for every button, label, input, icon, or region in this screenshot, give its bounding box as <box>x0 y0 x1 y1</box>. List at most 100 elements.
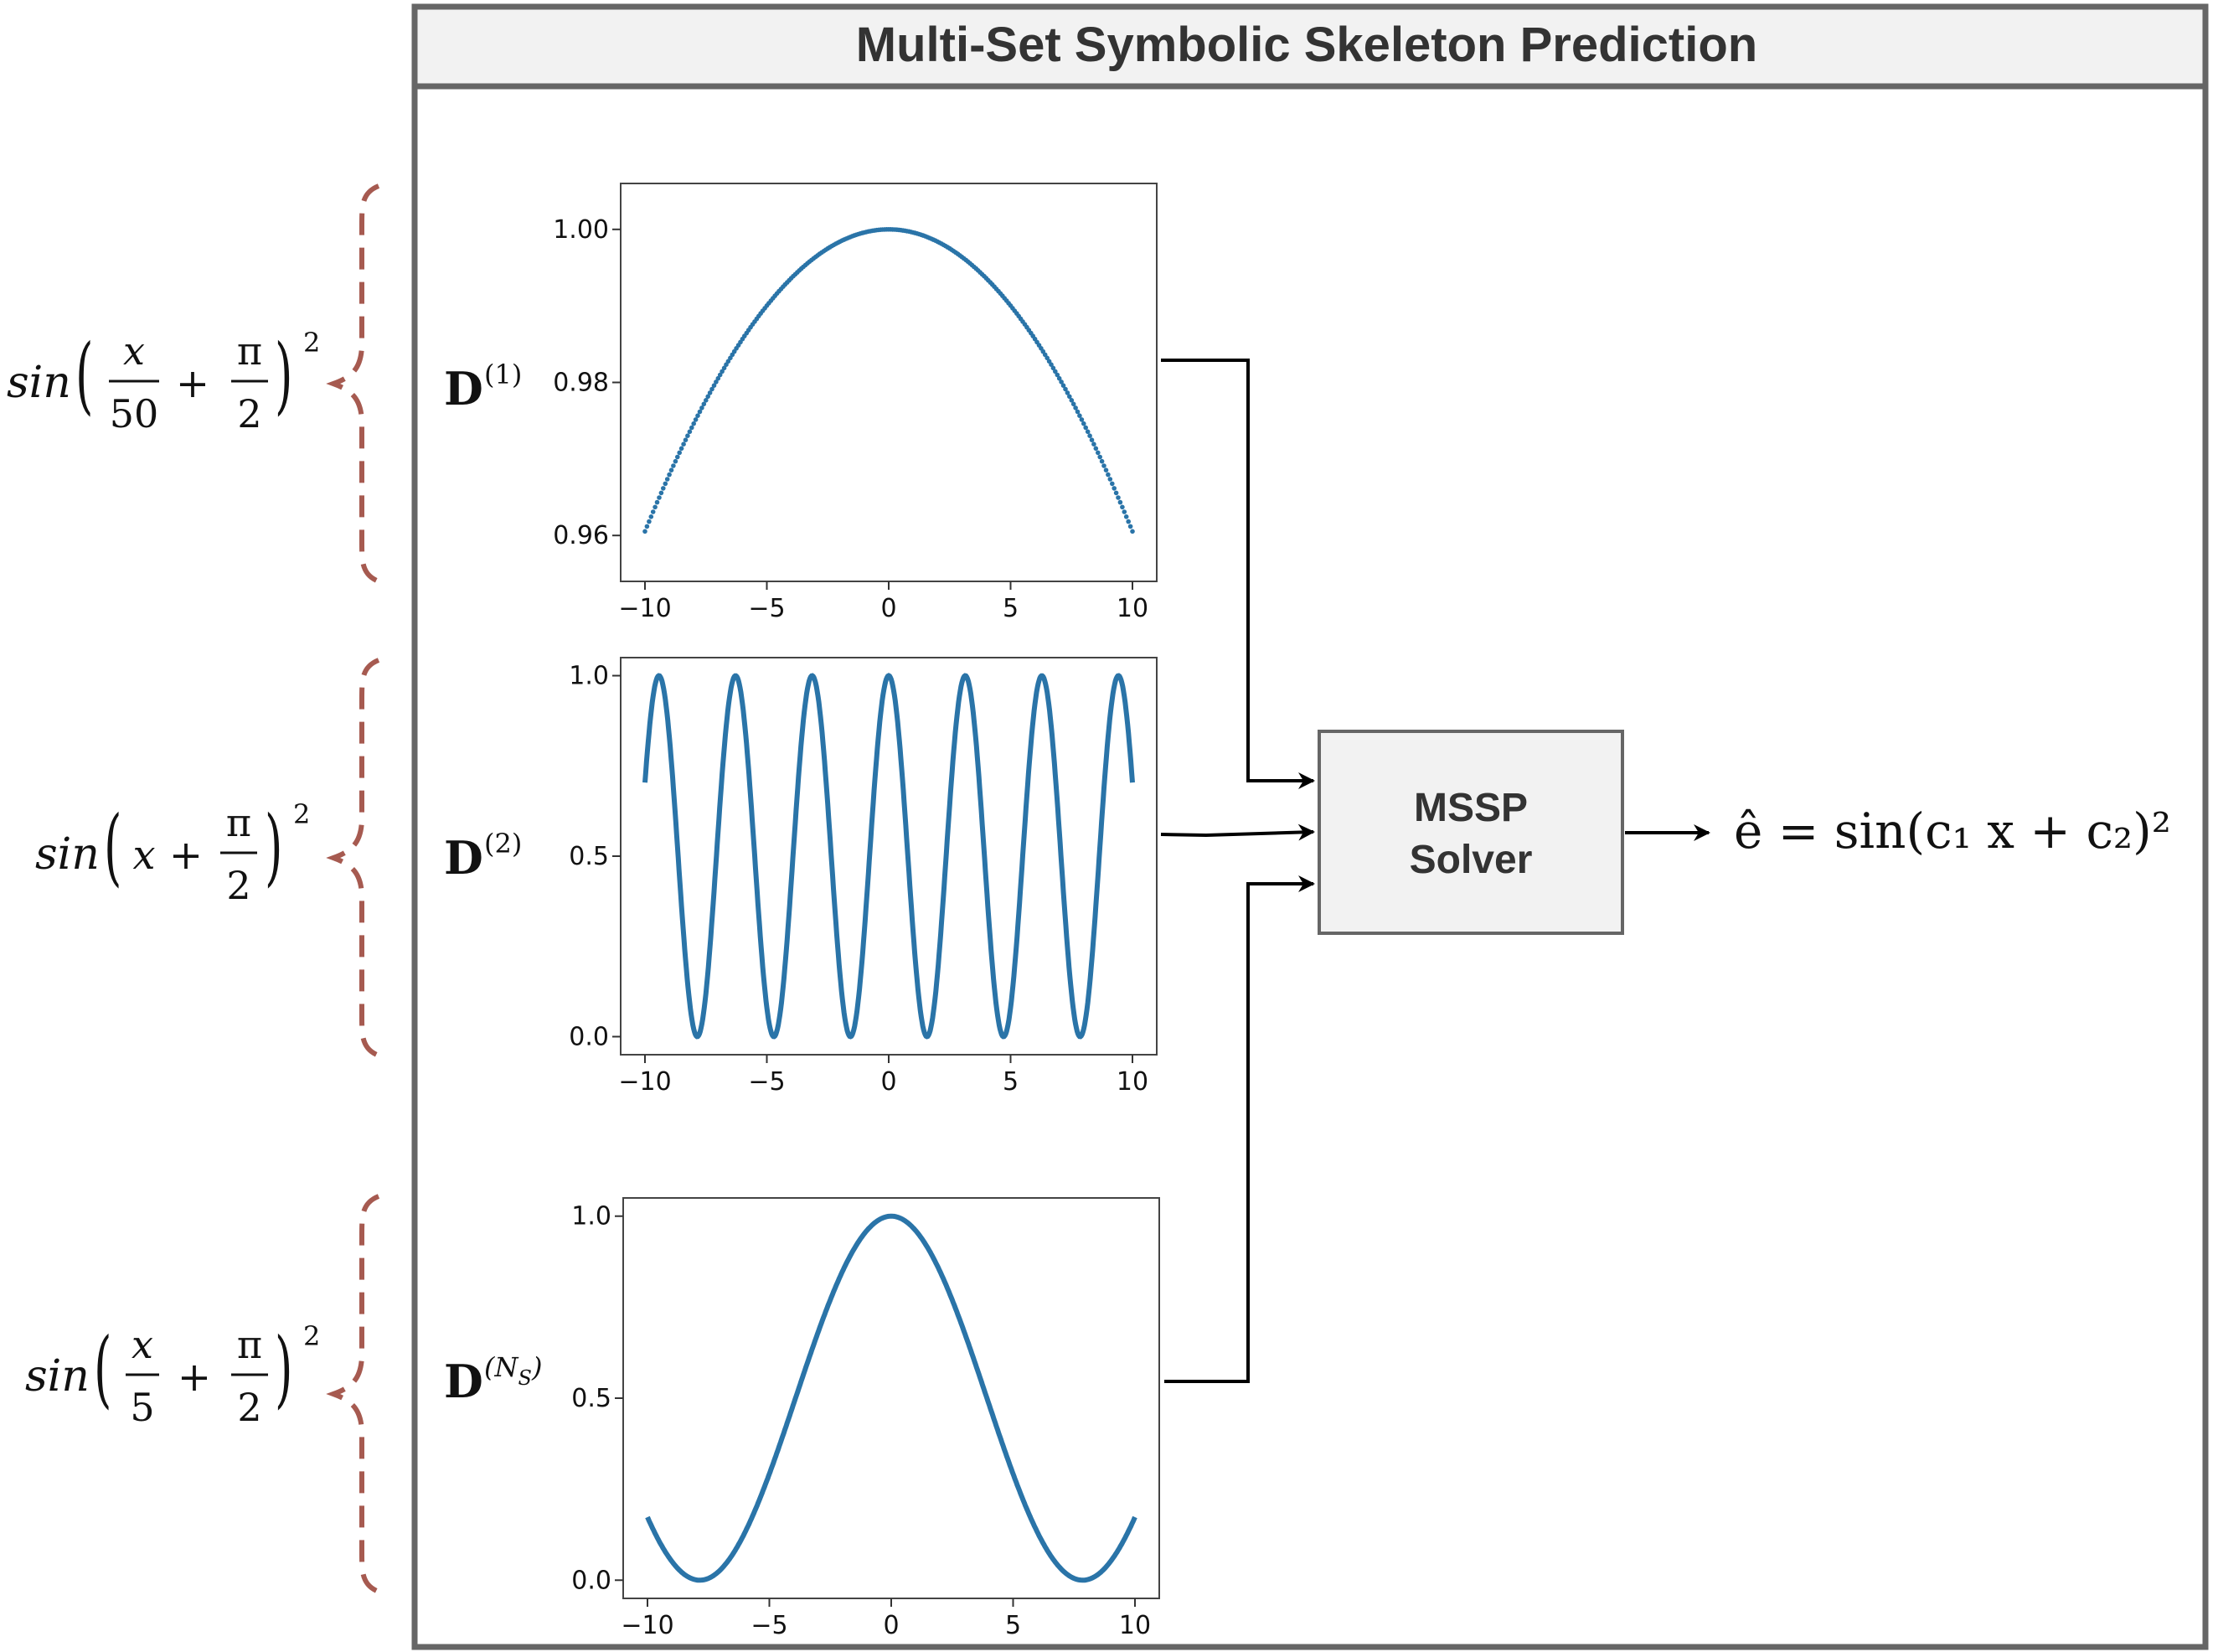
brace-1 <box>326 183 380 584</box>
output-equation: ê = sin(c₁ x + c₂)² <box>1734 803 2171 860</box>
x-tick-label: −5 <box>751 1611 787 1640</box>
x-tick-label: 10 <box>1119 1611 1151 1640</box>
data-point <box>1073 405 1078 410</box>
plot-3-curve <box>645 1213 1137 1583</box>
solver-label-line2: Solver <box>1410 838 1533 882</box>
data-point <box>1059 379 1064 385</box>
data-point <box>1120 504 1125 510</box>
data-point <box>661 486 666 491</box>
solver-rect <box>1318 730 1624 935</box>
y-tick-label: 1.0 <box>569 662 609 691</box>
eq2-power: 2 <box>293 798 310 830</box>
x-tick-label: 0 <box>880 1067 896 1097</box>
y-tick-label: 0.5 <box>569 842 609 871</box>
eq3-num: x <box>132 1322 153 1367</box>
data-point <box>1130 529 1135 534</box>
data-point <box>1097 454 1102 460</box>
data-point <box>693 417 699 422</box>
equation-2: sin ( x + π 2 ) 2 <box>35 798 310 908</box>
plot-3-ticks: −10 −5 0 5 10 1.0 0.5 0.0 <box>571 1202 1151 1640</box>
eq1-lparen: ( <box>75 327 93 424</box>
brace-2 <box>326 658 380 1058</box>
data-point <box>699 405 704 410</box>
mssp-solver-box: MSSP Solver <box>1318 730 1624 935</box>
eq3-plus: + <box>178 1354 211 1401</box>
data-point <box>657 495 662 500</box>
data-point <box>685 433 690 438</box>
x-tick-label: 5 <box>1005 1611 1021 1640</box>
data-point <box>667 472 672 478</box>
solver-label-line1: MSSP <box>1414 786 1528 830</box>
eq1-pi: π <box>237 328 262 374</box>
data-point <box>1112 486 1117 491</box>
eq2-sin: sin <box>35 829 100 880</box>
data-point <box>1060 383 1066 389</box>
dataset-label-2-base: D <box>444 831 483 885</box>
data-point <box>1050 365 1056 371</box>
data-point <box>1103 467 1109 472</box>
data-point <box>648 514 654 519</box>
data-point <box>1126 519 1131 524</box>
eq2-pi-den: 2 <box>226 863 250 908</box>
data-point <box>1067 394 1072 400</box>
page-title: Multi-Set Symbolic Skeleton Prediction <box>856 18 1757 72</box>
eq2-pi: π <box>226 800 251 845</box>
x-tick-label: 0 <box>880 594 896 623</box>
data-point <box>1079 417 1085 422</box>
data-point <box>720 369 725 374</box>
data-point <box>1113 490 1119 496</box>
data-point <box>705 394 710 400</box>
data-point <box>1081 421 1086 426</box>
data-point <box>664 477 670 482</box>
data-point <box>1096 450 1101 456</box>
data-point <box>1091 441 1096 447</box>
data-point <box>1093 446 1099 452</box>
eq1-pi-den: 2 <box>237 391 261 436</box>
data-point <box>697 409 703 415</box>
dataset-label-1: D (1) <box>444 359 522 416</box>
data-point <box>714 379 719 385</box>
dataset-label-3-base: D <box>444 1355 483 1408</box>
data-point <box>675 454 680 460</box>
connector-3 <box>1164 875 1315 1383</box>
x-tick-label: 5 <box>1003 1067 1019 1097</box>
eq2-x: x <box>132 832 155 879</box>
data-point <box>1063 386 1068 392</box>
brace-3 <box>326 1194 380 1594</box>
eq2-lparen: ( <box>104 798 121 896</box>
data-point <box>1122 509 1127 514</box>
eq1-plus: + <box>176 360 209 407</box>
data-point <box>647 519 652 524</box>
plot-2-frame <box>620 657 1158 1056</box>
series-line <box>645 1213 1137 1583</box>
data-point <box>644 524 650 529</box>
data-point <box>678 446 684 452</box>
data-point <box>1085 429 1091 435</box>
data-point <box>663 481 668 487</box>
data-point <box>711 383 717 389</box>
plot-1-curve <box>642 227 1135 534</box>
x-tick-label: 5 <box>1003 594 1019 623</box>
x-tick-label: −5 <box>748 1067 785 1097</box>
eq3-den: 5 <box>130 1385 154 1430</box>
data-point <box>1116 495 1121 500</box>
eq2-rparen: ) <box>265 798 282 896</box>
y-tick-label: 0.5 <box>571 1384 611 1413</box>
x-tick-label: −10 <box>621 1611 673 1640</box>
data-point <box>1053 369 1058 374</box>
y-tick-label: 0.0 <box>569 1022 609 1051</box>
data-point <box>1101 463 1106 468</box>
data-point <box>642 529 647 534</box>
eq1-power: 2 <box>303 327 320 359</box>
data-point <box>681 441 686 447</box>
plot-1-ticks: −10 −5 0 5 10 1.00 0.98 0.96 <box>553 215 1148 623</box>
equation-1: sin ( x 50 + π 2 ) 2 <box>7 327 320 436</box>
eq3-lparen: ( <box>94 1320 111 1417</box>
data-point <box>709 386 714 392</box>
plot-2: −10 −5 0 5 10 1.0 0.5 0.0 <box>569 657 1158 1097</box>
data-point <box>691 421 696 426</box>
plot-2-curve <box>642 673 1135 1040</box>
eq1-num: x <box>123 328 145 374</box>
data-point <box>1117 499 1123 505</box>
data-point <box>1049 362 1054 368</box>
